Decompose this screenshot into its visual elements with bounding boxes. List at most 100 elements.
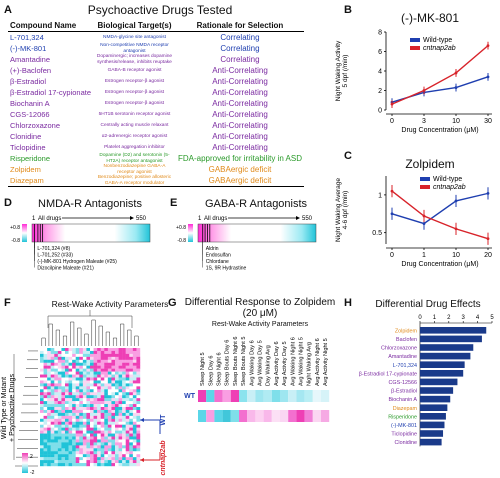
heatmap-cell: [136, 418, 141, 422]
mutant-cell: [230, 410, 239, 422]
heatmap-cell: [115, 418, 119, 422]
heatmap-cell: [65, 386, 69, 390]
mutant-cell: [271, 410, 280, 422]
heatmap-cell: [72, 445, 76, 449]
heatmap-cell: [132, 418, 137, 422]
heatmap-cell: [107, 368, 112, 372]
heatmap-cell: [111, 404, 116, 408]
heatmap-cell: [107, 418, 112, 422]
heatmap-cell: [111, 424, 116, 428]
heatmap-cell: [47, 463, 51, 467]
heatmap-cell: [72, 392, 76, 396]
heatmap-cell: [50, 409, 55, 414]
heatmap-cell: [90, 380, 94, 384]
bar: [420, 352, 471, 360]
heatmap-cell: [125, 421, 130, 425]
heatmap-cell: [82, 418, 87, 422]
heatmap-cell: [93, 451, 98, 455]
heatmap-cell: [100, 350, 105, 355]
heatmap-cell: [65, 451, 69, 455]
heatmap-cell: [90, 463, 94, 467]
heatmap-cell: [132, 356, 137, 360]
heatmap-cell: [104, 368, 109, 372]
heatmap-cell: [111, 348, 116, 352]
heatmap-cell: [93, 386, 98, 390]
heatmap-cell: [97, 383, 101, 387]
bar: [420, 361, 465, 368]
heatmap-cell: [93, 442, 98, 446]
heatmap-cell: [107, 356, 112, 360]
heatmap-cell: [47, 418, 51, 422]
heatmap-cell: [43, 395, 48, 399]
drug-rationale: Anti-Correlating: [212, 77, 268, 86]
heatmap-cell: [86, 371, 91, 375]
heatmap-cell: [57, 380, 62, 384]
heatmap-cell: [40, 404, 44, 408]
heatmap-cell: [43, 424, 48, 428]
heatmap-cell: [50, 371, 55, 375]
heatmap-cell: [122, 389, 126, 393]
heatmap-cell: [122, 348, 126, 352]
heatmap-cell: [111, 368, 116, 372]
heatmap-cell: [118, 433, 123, 437]
scale-max: +0.8: [10, 225, 20, 231]
heatmap-cell: [47, 415, 51, 419]
heatmap-cell: [86, 427, 91, 431]
heatmap-cell: [93, 436, 98, 440]
heatmap-cell: [100, 442, 105, 446]
heatmap-cell: [43, 356, 48, 360]
heatmap-cell: [122, 371, 126, 375]
heatmap-cell: [57, 392, 62, 396]
heatmap-cell: [61, 392, 66, 396]
heatmap-cell: [65, 395, 69, 399]
wt-side-label: WT: [160, 414, 167, 426]
heatmap-cell: [97, 433, 101, 437]
wt-cell: [271, 390, 280, 402]
heatmap-cell: [122, 377, 126, 381]
heatmap-cell: [82, 365, 87, 369]
heatmap-cell: [111, 401, 116, 405]
drug-name: Risperidone: [10, 154, 51, 163]
heatmap-cell: [86, 445, 91, 449]
bar-label: Ticlopidine: [391, 432, 417, 438]
drug-rationale: Correlating: [220, 55, 260, 64]
heatmap-cell: [65, 409, 69, 414]
drug-target: 5HT1B serotonin receptor agonist: [98, 111, 171, 117]
heatmap-cell: [65, 362, 69, 366]
heatmap-cell: [129, 374, 134, 378]
heatmap-cell: [54, 362, 59, 366]
heatmap-cell: [93, 365, 98, 369]
wt-cell: [230, 390, 239, 402]
legend-swatch: [410, 46, 420, 50]
heatmap-cell: [93, 445, 98, 449]
heatmap-cell: [57, 436, 62, 440]
heatmap-cell: [118, 463, 123, 467]
drug-target: NMDA-glycine site antagonist: [103, 34, 166, 40]
heatmap-cell: [86, 398, 91, 402]
panel-g-letter: G: [168, 297, 177, 309]
heatmap-cell: [43, 368, 48, 372]
mutant-cell: [304, 410, 313, 422]
heatmap-cell: [86, 380, 91, 384]
heatmap-cell: [75, 395, 80, 399]
heatmap-cell: [118, 365, 123, 369]
chart-h: 0 1 2 3 4 5 Zolpidem Baclofen Chlorzoxazone Amant…: [359, 315, 494, 447]
heatmap-cell: [125, 436, 130, 440]
heatmap-cell: [90, 407, 94, 411]
heatmap-cell: [65, 359, 69, 363]
heatmap-cell: [118, 430, 123, 434]
heatmap-cell: [75, 460, 80, 464]
heatmap-cell: [97, 415, 101, 419]
wt-cell: [247, 390, 256, 402]
heatmap-cell: [104, 412, 109, 417]
heatmap-cell: [82, 362, 87, 366]
heatmap-cell: [97, 350, 101, 355]
legend-swatch: [410, 38, 420, 42]
heatmap-cell: [65, 398, 69, 402]
heatmap-cell: [90, 404, 94, 408]
heatmap-cell: [43, 454, 48, 458]
heatmap-f: Wild Type or Mutant + Psychoactive Drugs 2…: [1, 310, 167, 476]
bar-label: β-Estradiol 17-cypionate: [359, 371, 417, 377]
heatmap-cell: [61, 448, 66, 452]
heatmap-cell: [65, 412, 69, 417]
